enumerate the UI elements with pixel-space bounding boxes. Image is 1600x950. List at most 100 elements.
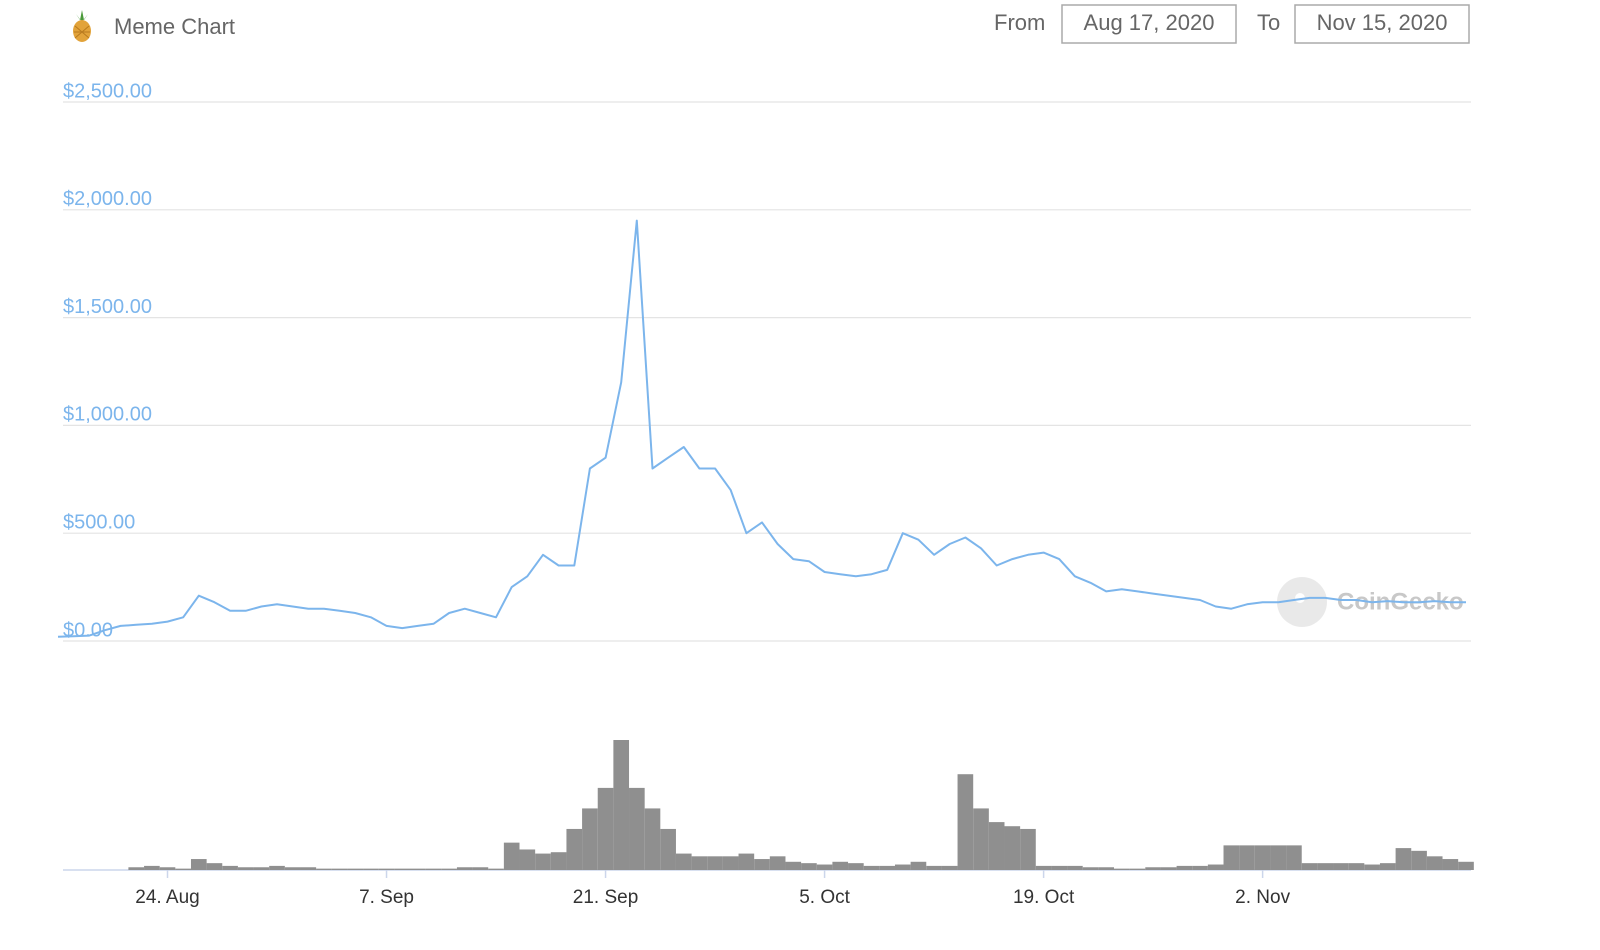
y-tick-label: $2,500.00 [63,80,152,102]
volume-bar [1364,864,1380,870]
volume-bar [738,853,755,870]
volume-bar [675,853,692,870]
volume-bar [269,865,285,870]
y-tick-label: $2,000.00 [63,188,152,210]
volume-bar [754,859,770,870]
volume-bar [222,865,238,870]
volume-bar [785,861,802,870]
volume-bar [597,787,614,870]
x-tick-label: 2. Nov [1235,887,1290,908]
x-tick-label: 21. Sep [573,887,639,908]
volume-bar [347,868,364,870]
volume-bar [879,865,895,870]
volume-bar [1395,848,1412,870]
volume-bar [988,822,1005,870]
to-input[interactable] [1294,4,1470,44]
volume-bar [1114,868,1130,870]
volume-bar [1098,867,1114,870]
volume-bar [1301,863,1318,870]
volume-bar [1145,867,1161,870]
volume-bar [1082,867,1099,870]
volume-bar [1270,845,1287,870]
volume-bar [1035,865,1052,870]
x-tick-label: 7. Sep [359,887,414,908]
volume-bar [425,868,442,870]
volume-bar [159,867,176,870]
price-line [57,219,1466,638]
volume-bar [910,861,927,870]
volume-bar [582,808,598,870]
volume-bar [1239,845,1255,870]
volume-bar [691,856,708,870]
volume-bar [378,868,395,870]
volume-bar [801,863,817,870]
volume-bar [722,856,739,870]
volume-bar [190,859,207,870]
volume-bar [660,828,676,870]
volume-bar [769,856,786,870]
volume-bar [1254,845,1271,870]
volume-bar [316,868,332,870]
x-tick-label: 5. Oct [799,887,850,908]
volume-bar [128,867,145,870]
volume-bar [1333,863,1349,870]
volume-bar [503,842,520,870]
volume-bar [410,868,426,870]
volume-bar [1176,865,1193,870]
volume-bar [519,849,536,870]
volume-bar [941,865,958,870]
volume-bar [863,865,880,870]
y-tick-label: $1,500.00 [63,296,152,318]
x-tick-label: 19. Oct [1013,887,1075,908]
volume-bar [1411,850,1427,870]
volume-bar [1207,864,1224,870]
volume-bar [832,861,849,870]
volume-bar [253,867,270,870]
volume-bar [644,808,661,870]
volume-bar [1223,845,1240,870]
volume-bar [1379,863,1396,870]
volume-bar [206,863,223,870]
volume-bar [237,867,254,870]
from-label: From [994,10,1045,35]
to-date[interactable]: Nov 15, 2020 [1317,10,1448,35]
volume-bar [707,856,723,870]
from-date[interactable]: Aug 17, 2020 [1084,10,1215,35]
from-input[interactable] [1061,4,1237,44]
volume-bar [1129,868,1146,870]
y-tick-label: $500.00 [63,511,135,533]
volume-bar [394,868,410,870]
volume-bar [284,867,301,870]
volume-bar [1286,845,1302,870]
volume-bar [1004,826,1021,870]
volume-bar [816,864,833,870]
pineapple-icon [73,10,91,42]
volume-bar [300,867,317,870]
volume-bar [144,865,160,870]
volume-bar [550,852,567,870]
volume-bar [488,868,504,870]
volume-bar [1067,865,1083,870]
volume-bar [957,774,974,870]
volume-bar [926,865,942,870]
to-label: To [1257,10,1280,35]
volume-bar [1442,859,1459,870]
volume-bar [1051,865,1068,870]
volume-bar [894,864,911,870]
volume-bar [1348,863,1365,870]
volume-bar [441,868,457,870]
volume-bar [1020,828,1036,870]
volume-bar [175,868,191,870]
volume-bar [848,863,864,870]
y-tick-label: $1,000.00 [63,404,152,426]
volume-bar [1192,865,1208,870]
volume-bar [535,853,551,870]
volume-bar [456,867,473,870]
volume-bar [1426,856,1443,870]
x-tick-label: 24. Aug [135,887,199,908]
volume-bar [973,808,989,870]
chart-title: Meme Chart [114,14,235,39]
volume-bar [1458,861,1474,870]
